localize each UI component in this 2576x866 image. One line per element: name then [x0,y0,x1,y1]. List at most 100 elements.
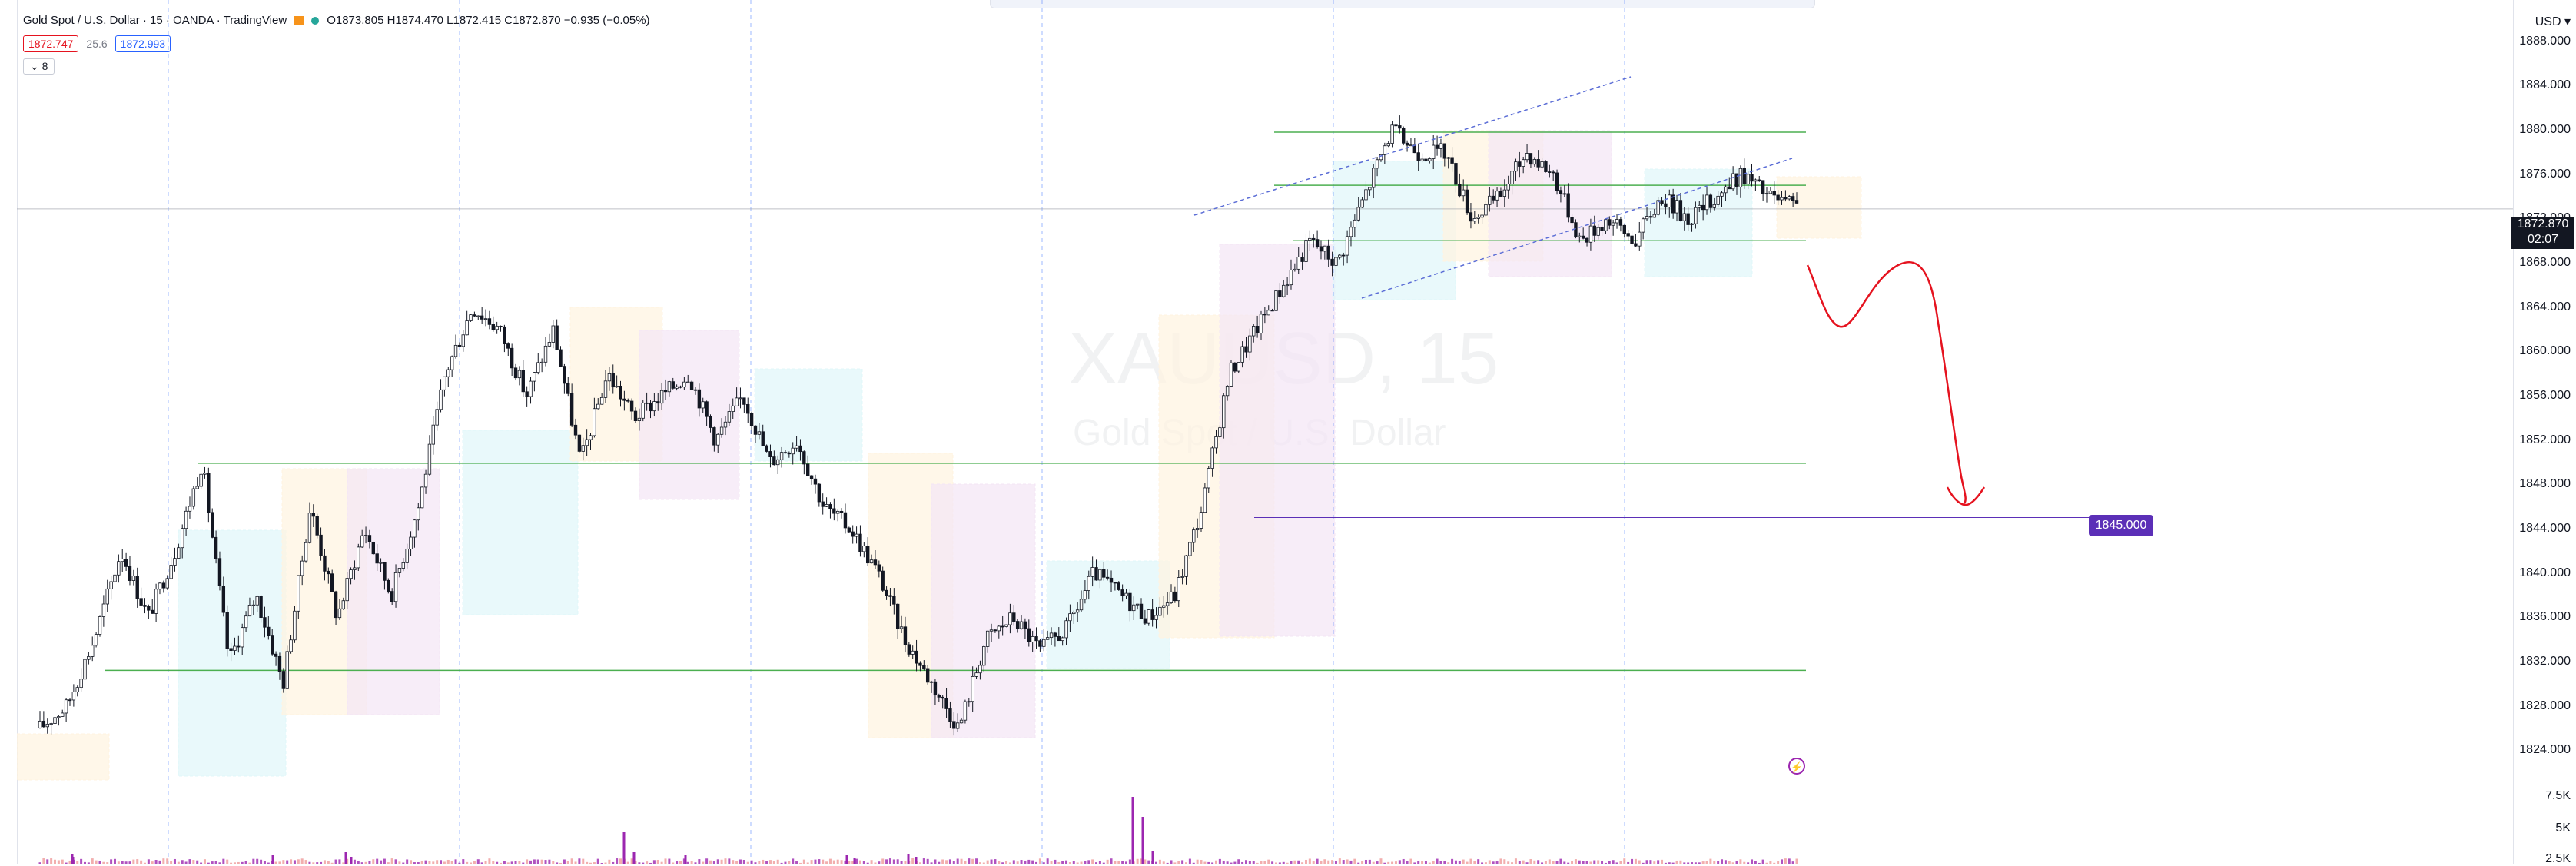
price-tick-label: 1888.000 [2519,34,2571,48]
drawing-tools-toolbar[interactable] [990,0,1815,8]
candle-body [525,391,529,397]
candle-body [375,553,379,564]
bid-button[interactable]: 1872.747 [23,35,79,52]
candle-body [1180,576,1184,578]
candle-body [184,510,188,529]
volume-bar [1346,859,1349,864]
volume-bar [357,861,360,864]
candle-body [57,716,61,718]
volume-bar [304,860,307,864]
candle-body [1480,214,1484,218]
candle-body [147,606,151,611]
volume-bar [1162,861,1165,864]
volume-bar [1443,861,1446,864]
volume-bar [968,858,971,864]
volume-bar [1492,861,1495,864]
candle-body [1794,200,1799,204]
price-axis[interactable]: USD ▾ 1888.000 1884.000 1880.000 1876.000 18… [2513,0,2576,865]
candle-body [131,576,136,581]
candle-body [1428,158,1432,161]
lightning-icon[interactable]: ⚡ [1788,758,1805,775]
indicators-toggle[interactable]: ⌄ 8 [23,58,55,75]
currency-selector[interactable]: USD ▾ [2535,15,2571,28]
candle-body [1656,200,1660,215]
last-price-value: 1872.870 [2517,217,2569,231]
volume-bar [271,855,274,864]
volume-bar [1308,858,1311,864]
target-price-label[interactable]: 1845.000 [2089,515,2153,536]
volume-bar [836,859,839,864]
volume-bar [492,861,495,864]
volume-bar [952,861,955,864]
candle-body [151,609,154,614]
volume-bar [1244,860,1247,864]
volume-bar [188,859,191,864]
volume-bar [1406,861,1409,864]
candle-body [1222,395,1226,429]
volume-bar [38,862,41,864]
candle-body [1491,195,1495,201]
volume-bar [720,859,723,864]
session-box [1332,161,1456,300]
volume-bar [586,861,589,864]
candle-body [1218,427,1222,437]
candle-body [1671,194,1675,214]
volume-bar [1709,858,1712,864]
volume-bar [342,862,345,864]
volume-bar [338,859,341,864]
symbol-title[interactable]: Gold Spot / U.S. Dollar · 15 · OANDA · T… [23,14,287,27]
volume-bar [705,858,709,864]
candle-body [1638,231,1642,247]
volume-bar [656,859,659,864]
volume-bar [1131,797,1134,864]
candle-body [656,401,660,404]
candle-body [1432,144,1436,159]
candle-body [1375,159,1379,169]
volume-bar [1338,858,1341,864]
volume-bar [844,860,847,864]
candle-body [1263,314,1267,316]
volume-bar [1552,861,1555,864]
candle-body [1495,191,1499,201]
candle-body [1532,159,1537,165]
candle-body [1686,213,1690,225]
volume-bar [1320,860,1323,864]
session-boxes [17,130,1862,781]
candle-body [1390,124,1394,144]
candle-body [1780,197,1784,201]
candle-body [1195,528,1200,531]
volume-bar [260,859,263,864]
candle-body [1117,582,1120,590]
volume-bar [1503,859,1506,864]
volume-bar [1507,861,1510,864]
candle-body [555,325,559,350]
candle-body [1536,159,1540,168]
candle-body [1147,609,1150,624]
candle-body [1255,326,1260,334]
volume-bar [1571,861,1574,864]
price-chart[interactable] [17,0,2513,864]
volume-bar [1177,861,1180,864]
candle-body [1143,618,1147,624]
volume-bar [1376,861,1379,864]
candle-body [1694,207,1698,224]
ask-button[interactable]: 1872.993 [115,35,171,52]
candle-body [1038,640,1042,647]
candle-body [611,373,615,388]
candle-body [1566,193,1570,218]
volume-bar [1604,862,1607,864]
volume-bar [61,859,64,864]
candle-body [1551,171,1555,174]
volume-bar [1091,859,1094,864]
volume-bar [95,860,98,864]
candle-body [1135,603,1140,606]
volume-bar [660,861,663,864]
projection-drawing [1806,260,1986,506]
candle-body [1113,582,1117,584]
candle-body [1618,219,1623,226]
candle-body [87,655,91,660]
candle-body [1203,487,1207,513]
volume-bar [776,859,779,864]
volume-bar [233,862,236,864]
volume-bar [124,861,128,864]
